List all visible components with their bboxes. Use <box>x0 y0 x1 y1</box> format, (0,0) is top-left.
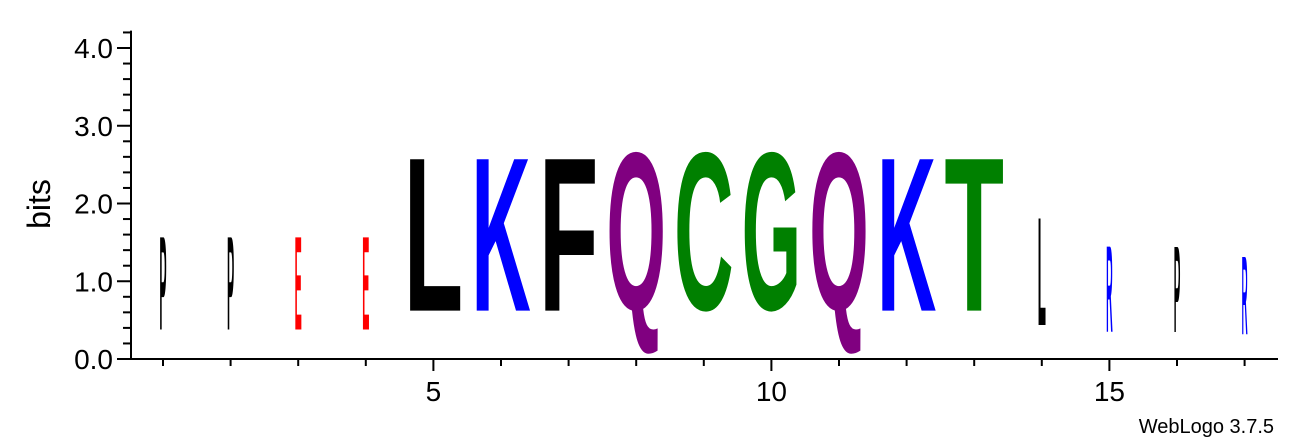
y-axis-title: bits <box>21 179 57 229</box>
logo-letter-q: Q <box>606 104 666 357</box>
logo-letter-e: E <box>362 210 369 359</box>
logo-letter-g: G <box>742 104 802 357</box>
y-tick-label: 0.0 <box>74 344 113 375</box>
y-tick-label: 4.0 <box>74 33 113 64</box>
x-tick-label: 5 <box>426 376 442 407</box>
logo-letter-r: R <box>1106 220 1113 358</box>
x-tick-label: 10 <box>756 376 787 407</box>
y-tick-label: 3.0 <box>74 111 113 142</box>
logo-letter-k: K <box>877 113 937 358</box>
weblogo-credit: WebLogo 3.7.5 <box>1138 416 1274 438</box>
y-tick-label: 2.0 <box>74 189 113 220</box>
y-axis: 0.0 1.0 2.0 3.0 4.0 <box>74 30 132 375</box>
logo-letter-k: K <box>471 113 531 358</box>
logo-letter-p: P <box>1174 220 1181 358</box>
logo-letter-l: L <box>1038 187 1046 359</box>
logo-letter-f: F <box>539 113 599 359</box>
logo-letter-e: E <box>295 210 302 359</box>
logo-letter-l: L <box>404 113 464 359</box>
logo-letter-t: T <box>944 113 1004 359</box>
logo-letter-q: Q <box>809 104 869 357</box>
x-tick-label: 15 <box>1094 376 1125 407</box>
x-axis: 5 10 15 <box>131 358 1278 407</box>
y-tick-label: 1.0 <box>74 266 113 297</box>
logo-letter-r: R <box>1242 233 1248 359</box>
logo-letter-p: P <box>227 210 234 359</box>
logo-letter-c: C <box>674 105 734 357</box>
logo-letter-p: P <box>159 210 166 359</box>
